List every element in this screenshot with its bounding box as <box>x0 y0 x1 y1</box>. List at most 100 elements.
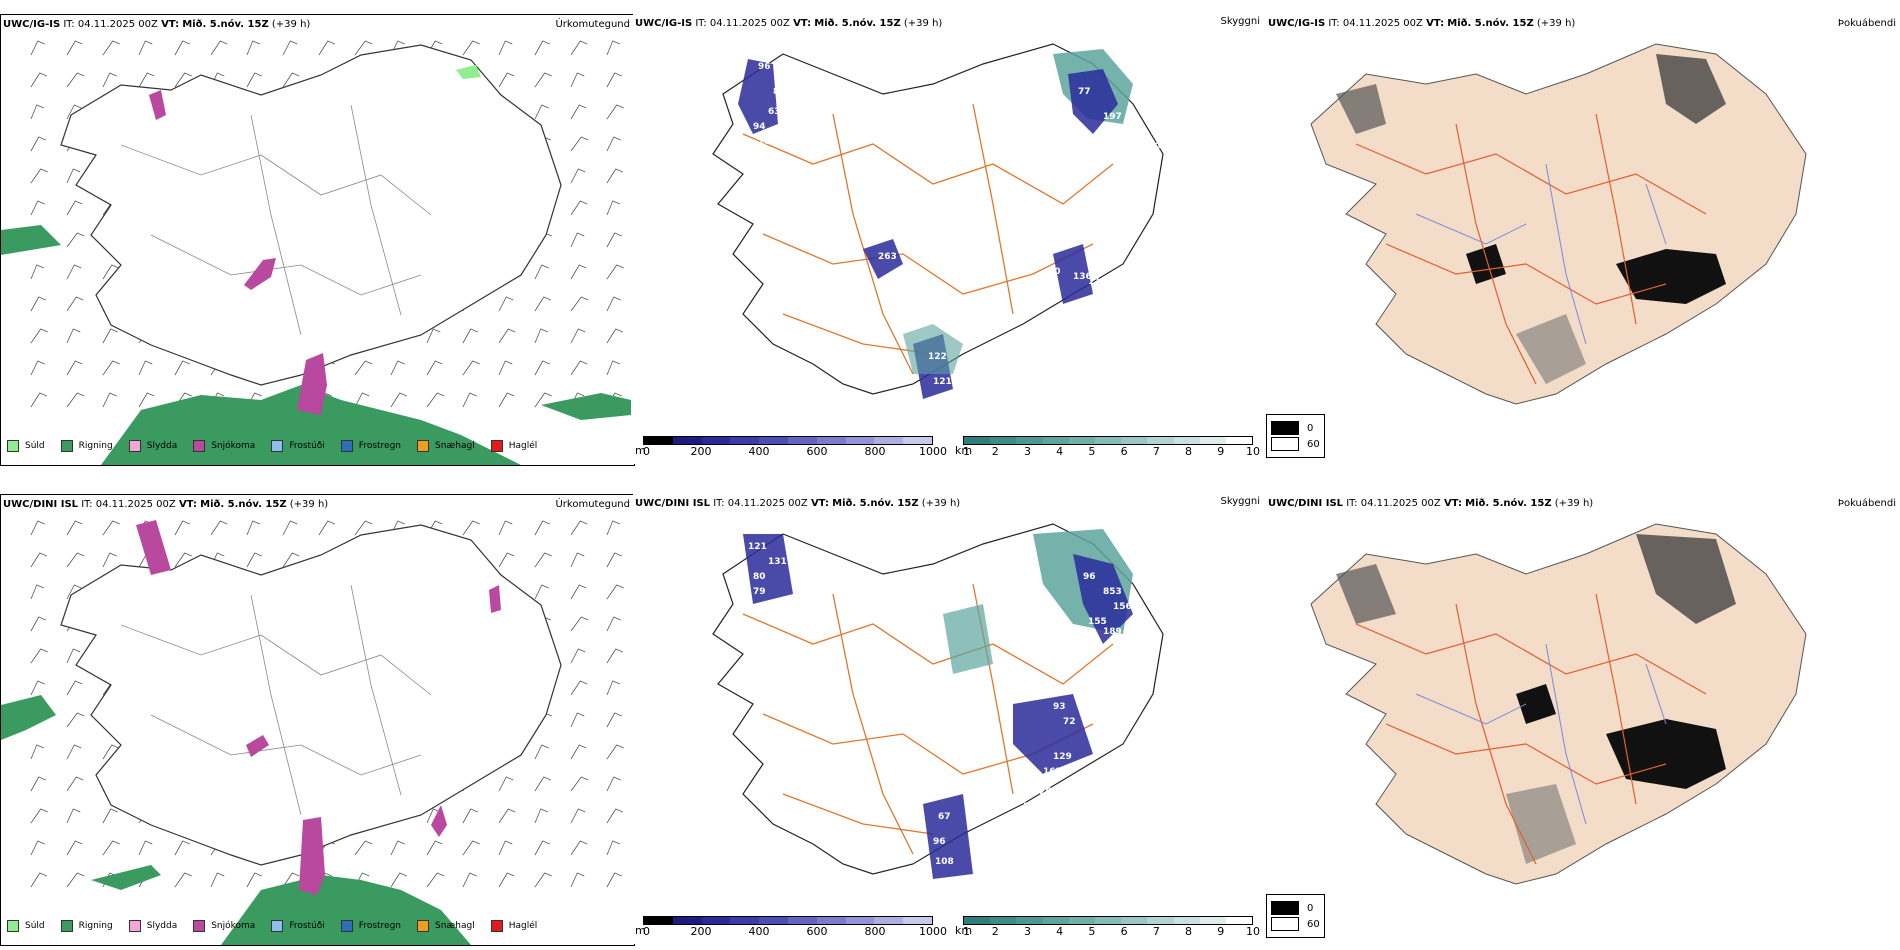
valid-label: VT: <box>1426 18 1445 29</box>
fog-dark-central <box>1466 244 1506 284</box>
wind-barb <box>390 872 407 888</box>
wind-barb <box>606 584 624 600</box>
wind-barb <box>174 40 190 56</box>
wind-barb <box>426 360 443 376</box>
wind-barb <box>606 72 622 88</box>
legend-swatch <box>417 440 430 452</box>
legend-swatch <box>60 440 73 452</box>
fog-dark-central <box>1516 684 1556 724</box>
precip-legend-item: Rigning <box>60 920 113 932</box>
run-label: IT: <box>1328 18 1340 29</box>
wind-barb <box>498 520 513 536</box>
colorbar-cell <box>759 437 788 444</box>
colorbar-tick-label: 200 <box>690 445 712 458</box>
wind-barb <box>570 648 586 664</box>
wind-barb <box>570 520 588 536</box>
wind-barb <box>30 840 45 856</box>
wind-barb <box>30 392 47 408</box>
wind-barb <box>534 872 552 888</box>
wind-barb <box>426 808 441 824</box>
legend-label: Súld <box>25 921 45 931</box>
colorbar-cell <box>964 917 991 924</box>
wind-barb <box>282 72 300 88</box>
cloud-teal-south <box>903 324 963 374</box>
cloud-base-label: 153 <box>1133 647 1152 657</box>
wind-barb <box>534 552 552 568</box>
colorbar-unit: m <box>635 444 646 457</box>
wind-barb <box>66 680 83 696</box>
wind-barb <box>174 872 192 888</box>
wind-barb <box>534 840 550 856</box>
colorbar-tick-label: 1 <box>963 445 970 458</box>
wind-barb <box>570 808 586 824</box>
colorbar-cell <box>816 437 846 444</box>
valid-time: Mið. 5.nóv. 15Z <box>832 498 919 509</box>
wind-barb <box>30 872 47 888</box>
precip-legend-item: Frostúði <box>271 440 325 452</box>
wind-barb <box>138 360 153 376</box>
wind-barb <box>30 40 45 56</box>
wind-barb <box>570 200 588 216</box>
colorbar-tick-label: 0 <box>643 445 650 458</box>
fog-legend-item: 0 <box>1271 421 1320 435</box>
legend-swatch <box>490 920 503 932</box>
cloud-base-colorbar: m 0 200 400 600 800 1000 <box>635 916 947 938</box>
legend-label: Frostúði <box>289 921 325 931</box>
cloud-blue-nw <box>738 59 778 134</box>
legend-label: Frostúði <box>289 441 325 451</box>
wind-barb <box>498 296 514 312</box>
colorbar-cell <box>672 437 702 444</box>
wind-barb <box>570 776 589 792</box>
lead-time: (+39 h) <box>1536 18 1576 29</box>
wind-barb <box>66 200 83 216</box>
wind-barb <box>102 808 118 824</box>
wind-barb <box>570 872 585 888</box>
fog-legend: 0 60 <box>1266 414 1325 458</box>
cloud-base-label: 123 <box>1023 802 1042 812</box>
cloud-blue-central <box>863 239 903 279</box>
cloud-base-label: 263 <box>878 252 897 262</box>
colorbar-unit: km <box>955 924 973 937</box>
wind-barb <box>606 616 621 632</box>
wind-barb <box>570 296 589 312</box>
wind-barb <box>66 520 83 536</box>
wind-barb <box>534 808 548 824</box>
road-network <box>742 103 1114 375</box>
wind-barb <box>102 520 120 536</box>
wind-barb <box>462 808 478 824</box>
wind-barb <box>30 648 48 664</box>
precip-legend-item: Frostregn <box>340 440 401 452</box>
wind-barb <box>30 808 48 824</box>
wind-barb <box>30 552 47 568</box>
fog-map-row1 <box>1310 43 1807 405</box>
wind-barb <box>174 552 192 568</box>
lead-time: (+39 h) <box>903 18 943 29</box>
wind-barb <box>210 520 228 536</box>
fog-dark-west <box>1336 564 1396 624</box>
wind-barb <box>498 872 515 888</box>
wind-barb <box>66 72 85 88</box>
colorbar-ticks: 0 200 400 600 800 1000 <box>643 445 947 458</box>
colorbar-cell <box>672 917 702 924</box>
wind-barb <box>174 840 190 856</box>
snow-area-nw <box>136 520 171 575</box>
legend-swatch <box>271 920 284 932</box>
colorbar-cell <box>990 917 1017 924</box>
wind-barb <box>606 648 623 664</box>
fog-legend-label: 60 <box>1307 438 1320 450</box>
legend-swatch <box>128 920 141 932</box>
wind-barb <box>102 744 119 760</box>
fog-legend-label: 0 <box>1307 902 1314 914</box>
precip-panel-row1: UWC/IG-IS IT: 04.11.2025 00Z VT: Mið. 5.… <box>0 14 635 466</box>
cloud-base-label: 96 <box>758 62 771 72</box>
fog-panel-row1: UWC/IG-IS IT: 04.11.2025 00Z VT: Mið. 5.… <box>1266 14 1900 464</box>
colorbar-tick-label: 0 <box>643 925 650 938</box>
legend-swatch <box>271 440 284 452</box>
wind-barb <box>66 808 81 824</box>
cloud-base-label: 63 <box>768 107 781 117</box>
legend-label: Rigning <box>78 441 113 451</box>
inland-lines <box>120 104 432 336</box>
colorbar-tick-label: 1 <box>963 925 970 938</box>
fog-legend-swatch <box>1271 901 1299 915</box>
